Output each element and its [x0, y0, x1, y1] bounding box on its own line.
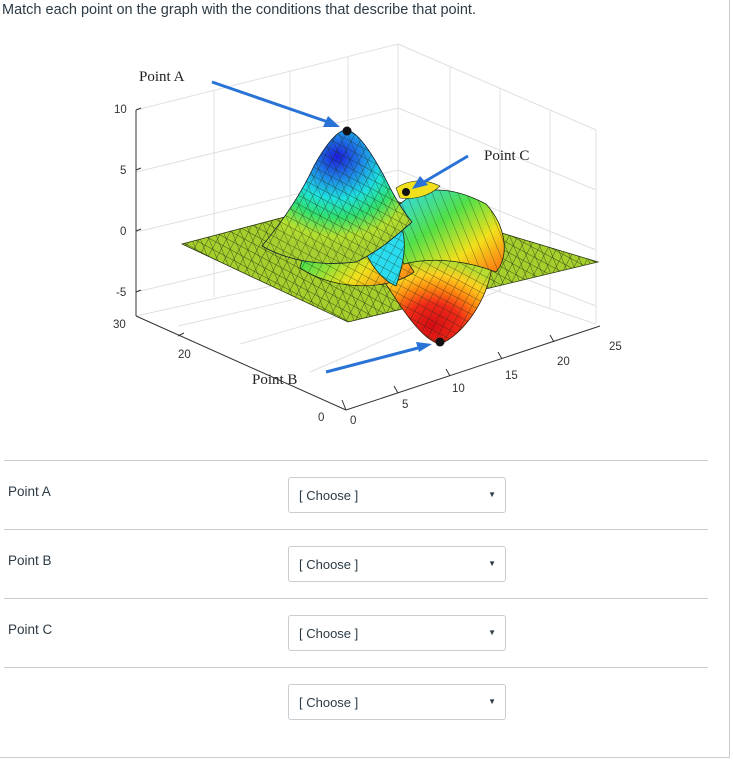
x-tick-label: 15: [505, 370, 518, 382]
z-tick-label: 10: [114, 104, 127, 116]
answer-row: [ Choose ] ▼: [4, 667, 708, 736]
x-tick-label: 0: [350, 415, 356, 427]
x-axis: 0 5 10 15 20 25: [341, 325, 622, 427]
z-tick-label: 5: [120, 165, 126, 177]
y-axis: 30 20 0: [113, 315, 347, 424]
select-value: [ Choose ]: [299, 557, 359, 572]
answer-row: Point A [ Choose ] ▼: [4, 460, 708, 529]
x-tick-label: 5: [402, 399, 408, 411]
chevron-down-icon: ▼: [488, 697, 496, 706]
choose-select[interactable]: [ Choose ] ▼: [288, 477, 506, 513]
x-tick-label: 20: [557, 356, 570, 368]
choose-select[interactable]: [ Choose ] ▼: [288, 615, 506, 651]
select-value: [ Choose ]: [299, 626, 359, 641]
x-tick-label: 10: [452, 383, 465, 395]
row-label: Point C: [8, 622, 53, 637]
point-a-label: Point A: [139, 69, 185, 85]
question-text: Match each point on the graph with the c…: [2, 2, 476, 18]
surface-peak: [261, 129, 413, 264]
z-tick-label: -5: [116, 287, 126, 299]
point-b-marker: [435, 337, 445, 347]
select-value: [ Choose ]: [299, 488, 359, 503]
point-c-label: Point C: [484, 148, 529, 164]
y-tick-label: 0: [318, 412, 324, 424]
y-tick-label: 30: [113, 319, 126, 331]
arrowheads: [323, 116, 432, 352]
choose-select[interactable]: [ Choose ] ▼: [288, 684, 506, 720]
surface-plot: Point A Point B Point C 10 5 0 -5 30 20 …: [113, 43, 622, 427]
point-a-marker: [342, 126, 352, 136]
point-c-marker: [402, 188, 410, 196]
answer-row: Point C [ Choose ] ▼: [4, 598, 708, 667]
chevron-down-icon: ▼: [488, 490, 496, 499]
chevron-down-icon: ▼: [488, 559, 496, 568]
chevron-down-icon: ▼: [488, 628, 496, 637]
point-b-label: Point B: [252, 372, 297, 388]
x-tick-label: 25: [609, 341, 622, 353]
annotation-arrows: [211, 80, 469, 374]
choose-select[interactable]: [ Choose ] ▼: [288, 546, 506, 582]
answer-row: Point B [ Choose ] ▼: [4, 529, 708, 598]
row-label: Point A: [8, 484, 51, 499]
select-value: [ Choose ]: [299, 695, 359, 710]
z-axis: 10 5 0 -5: [114, 104, 142, 316]
y-tick-label: 20: [178, 349, 191, 361]
z-tick-label: 0: [120, 226, 126, 238]
row-label: Point B: [8, 553, 52, 568]
